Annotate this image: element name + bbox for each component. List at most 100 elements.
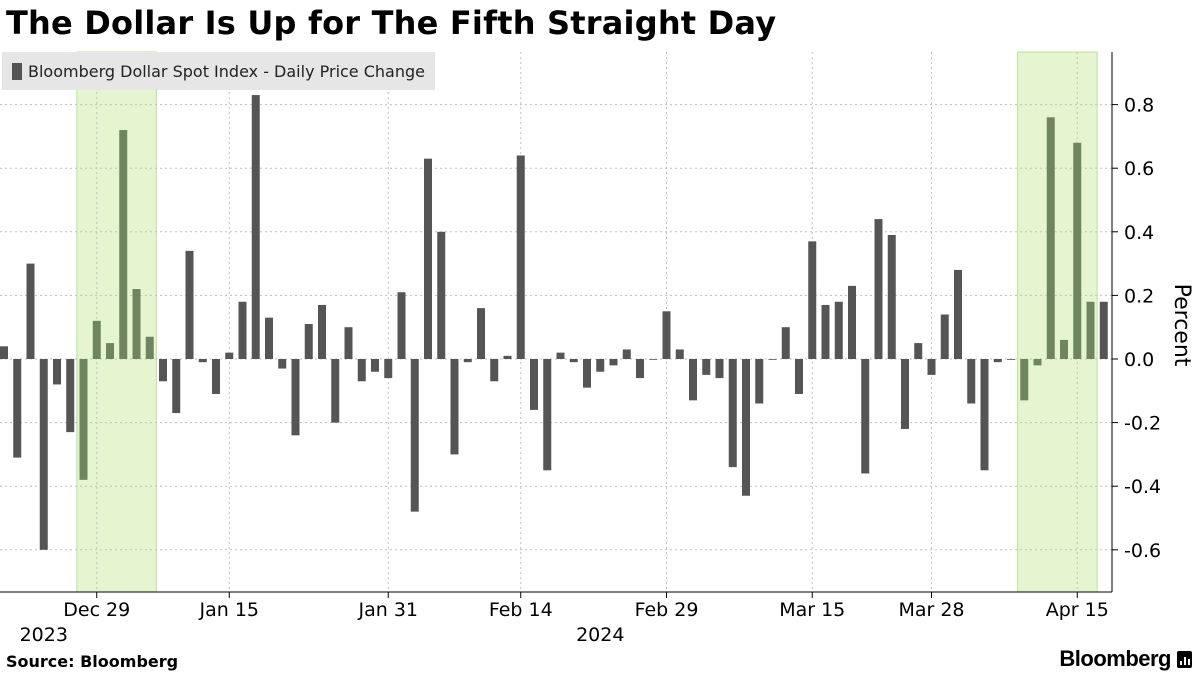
bar (689, 359, 697, 401)
bar (1073, 142, 1082, 359)
bar (702, 359, 711, 375)
y-tick-label: -0.6 (1124, 540, 1161, 562)
bar (914, 343, 923, 359)
x-tick-label: Mar 15 (779, 599, 845, 621)
bar (318, 304, 326, 359)
bar (662, 311, 671, 359)
bar (1020, 359, 1029, 401)
bar (649, 359, 658, 360)
bar (874, 219, 883, 359)
bar (808, 241, 817, 359)
y-tick-label: -0.4 (1124, 476, 1161, 498)
year-label: 2024 (576, 624, 624, 646)
grid-lines (0, 52, 1112, 592)
bar (410, 359, 419, 512)
y-tick-label: -0.2 (1124, 413, 1161, 435)
y-tick-label: 0.2 (1124, 285, 1154, 307)
bar (344, 327, 353, 359)
bar (132, 289, 141, 359)
bar (768, 359, 777, 360)
bar (795, 359, 803, 394)
bar (583, 359, 591, 388)
bar (424, 158, 432, 359)
bar (198, 359, 207, 363)
bar (477, 308, 485, 359)
bar (490, 359, 499, 382)
y-tick-label: 0.8 (1124, 95, 1154, 117)
x-tick-label: Apr 15 (1046, 599, 1109, 621)
bar (622, 349, 631, 359)
bar (371, 359, 379, 372)
bar (357, 359, 366, 382)
bar (887, 234, 896, 359)
bar (1086, 301, 1095, 359)
bar (26, 263, 35, 359)
bar (940, 314, 949, 359)
bar (821, 304, 830, 359)
bar (304, 324, 313, 359)
bar (238, 301, 247, 359)
bar (106, 343, 114, 359)
bar (755, 359, 764, 404)
bar (543, 359, 552, 471)
bar (834, 301, 843, 359)
bar (251, 95, 260, 359)
chart-title: The Dollar Is Up for The Fifth Straight … (6, 4, 777, 42)
bar (530, 359, 538, 410)
bar (291, 359, 300, 436)
bar (331, 359, 340, 423)
bar (437, 231, 446, 359)
bar (212, 359, 220, 394)
bar (92, 320, 101, 359)
legend-label: Bloomberg Dollar Spot Index - Daily Pric… (28, 61, 425, 81)
x-tick-label: Feb 14 (489, 599, 553, 621)
bar (742, 359, 750, 496)
axes: 0.8 0.6 0.4 0.2 0.0 -0.2 -0.4 -0.6 Dec 29 Jan 15 J… (0, 52, 1194, 646)
legend: Bloomberg Dollar Spot Index - Daily Pric… (2, 52, 435, 90)
bar (728, 359, 737, 468)
bar (927, 359, 936, 375)
legend-swatch (12, 62, 22, 80)
chart-icon (1177, 650, 1192, 668)
bar (569, 359, 578, 363)
bar (848, 285, 856, 359)
x-tick-label: Dec 29 (63, 599, 130, 621)
bar (225, 352, 234, 359)
bar (861, 359, 870, 474)
bar (993, 359, 1002, 363)
bar (556, 352, 565, 359)
bar (172, 359, 181, 414)
bar (463, 359, 472, 363)
bar (79, 359, 88, 480)
bar (0, 346, 8, 359)
highlight-band (1017, 51, 1098, 593)
y-tick-label: 0.0 (1124, 349, 1154, 371)
bar (967, 359, 976, 404)
bar (516, 155, 525, 359)
bar (596, 359, 605, 372)
bar (1060, 339, 1068, 359)
y-axis-label: Percent (1169, 284, 1194, 367)
bar (609, 359, 618, 366)
bar (66, 359, 75, 433)
bar (185, 250, 194, 359)
bar (53, 359, 61, 385)
x-tick-label: Jan 15 (198, 599, 259, 621)
source-note: Source: Bloomberg (6, 652, 179, 671)
bar (265, 317, 273, 359)
bar (278, 359, 287, 369)
x-tick-label: Mar 28 (898, 599, 964, 621)
bar (675, 349, 684, 359)
x-tick-label: Jan 31 (357, 599, 418, 621)
bar (397, 292, 406, 359)
bar (781, 327, 790, 359)
bar (954, 269, 962, 359)
bar (1033, 359, 1042, 366)
bar (159, 359, 167, 382)
highlight-bands (76, 51, 1098, 593)
bar (145, 336, 154, 359)
bar (39, 359, 48, 550)
bar (980, 359, 989, 471)
y-tick-label: 0.6 (1124, 158, 1154, 180)
